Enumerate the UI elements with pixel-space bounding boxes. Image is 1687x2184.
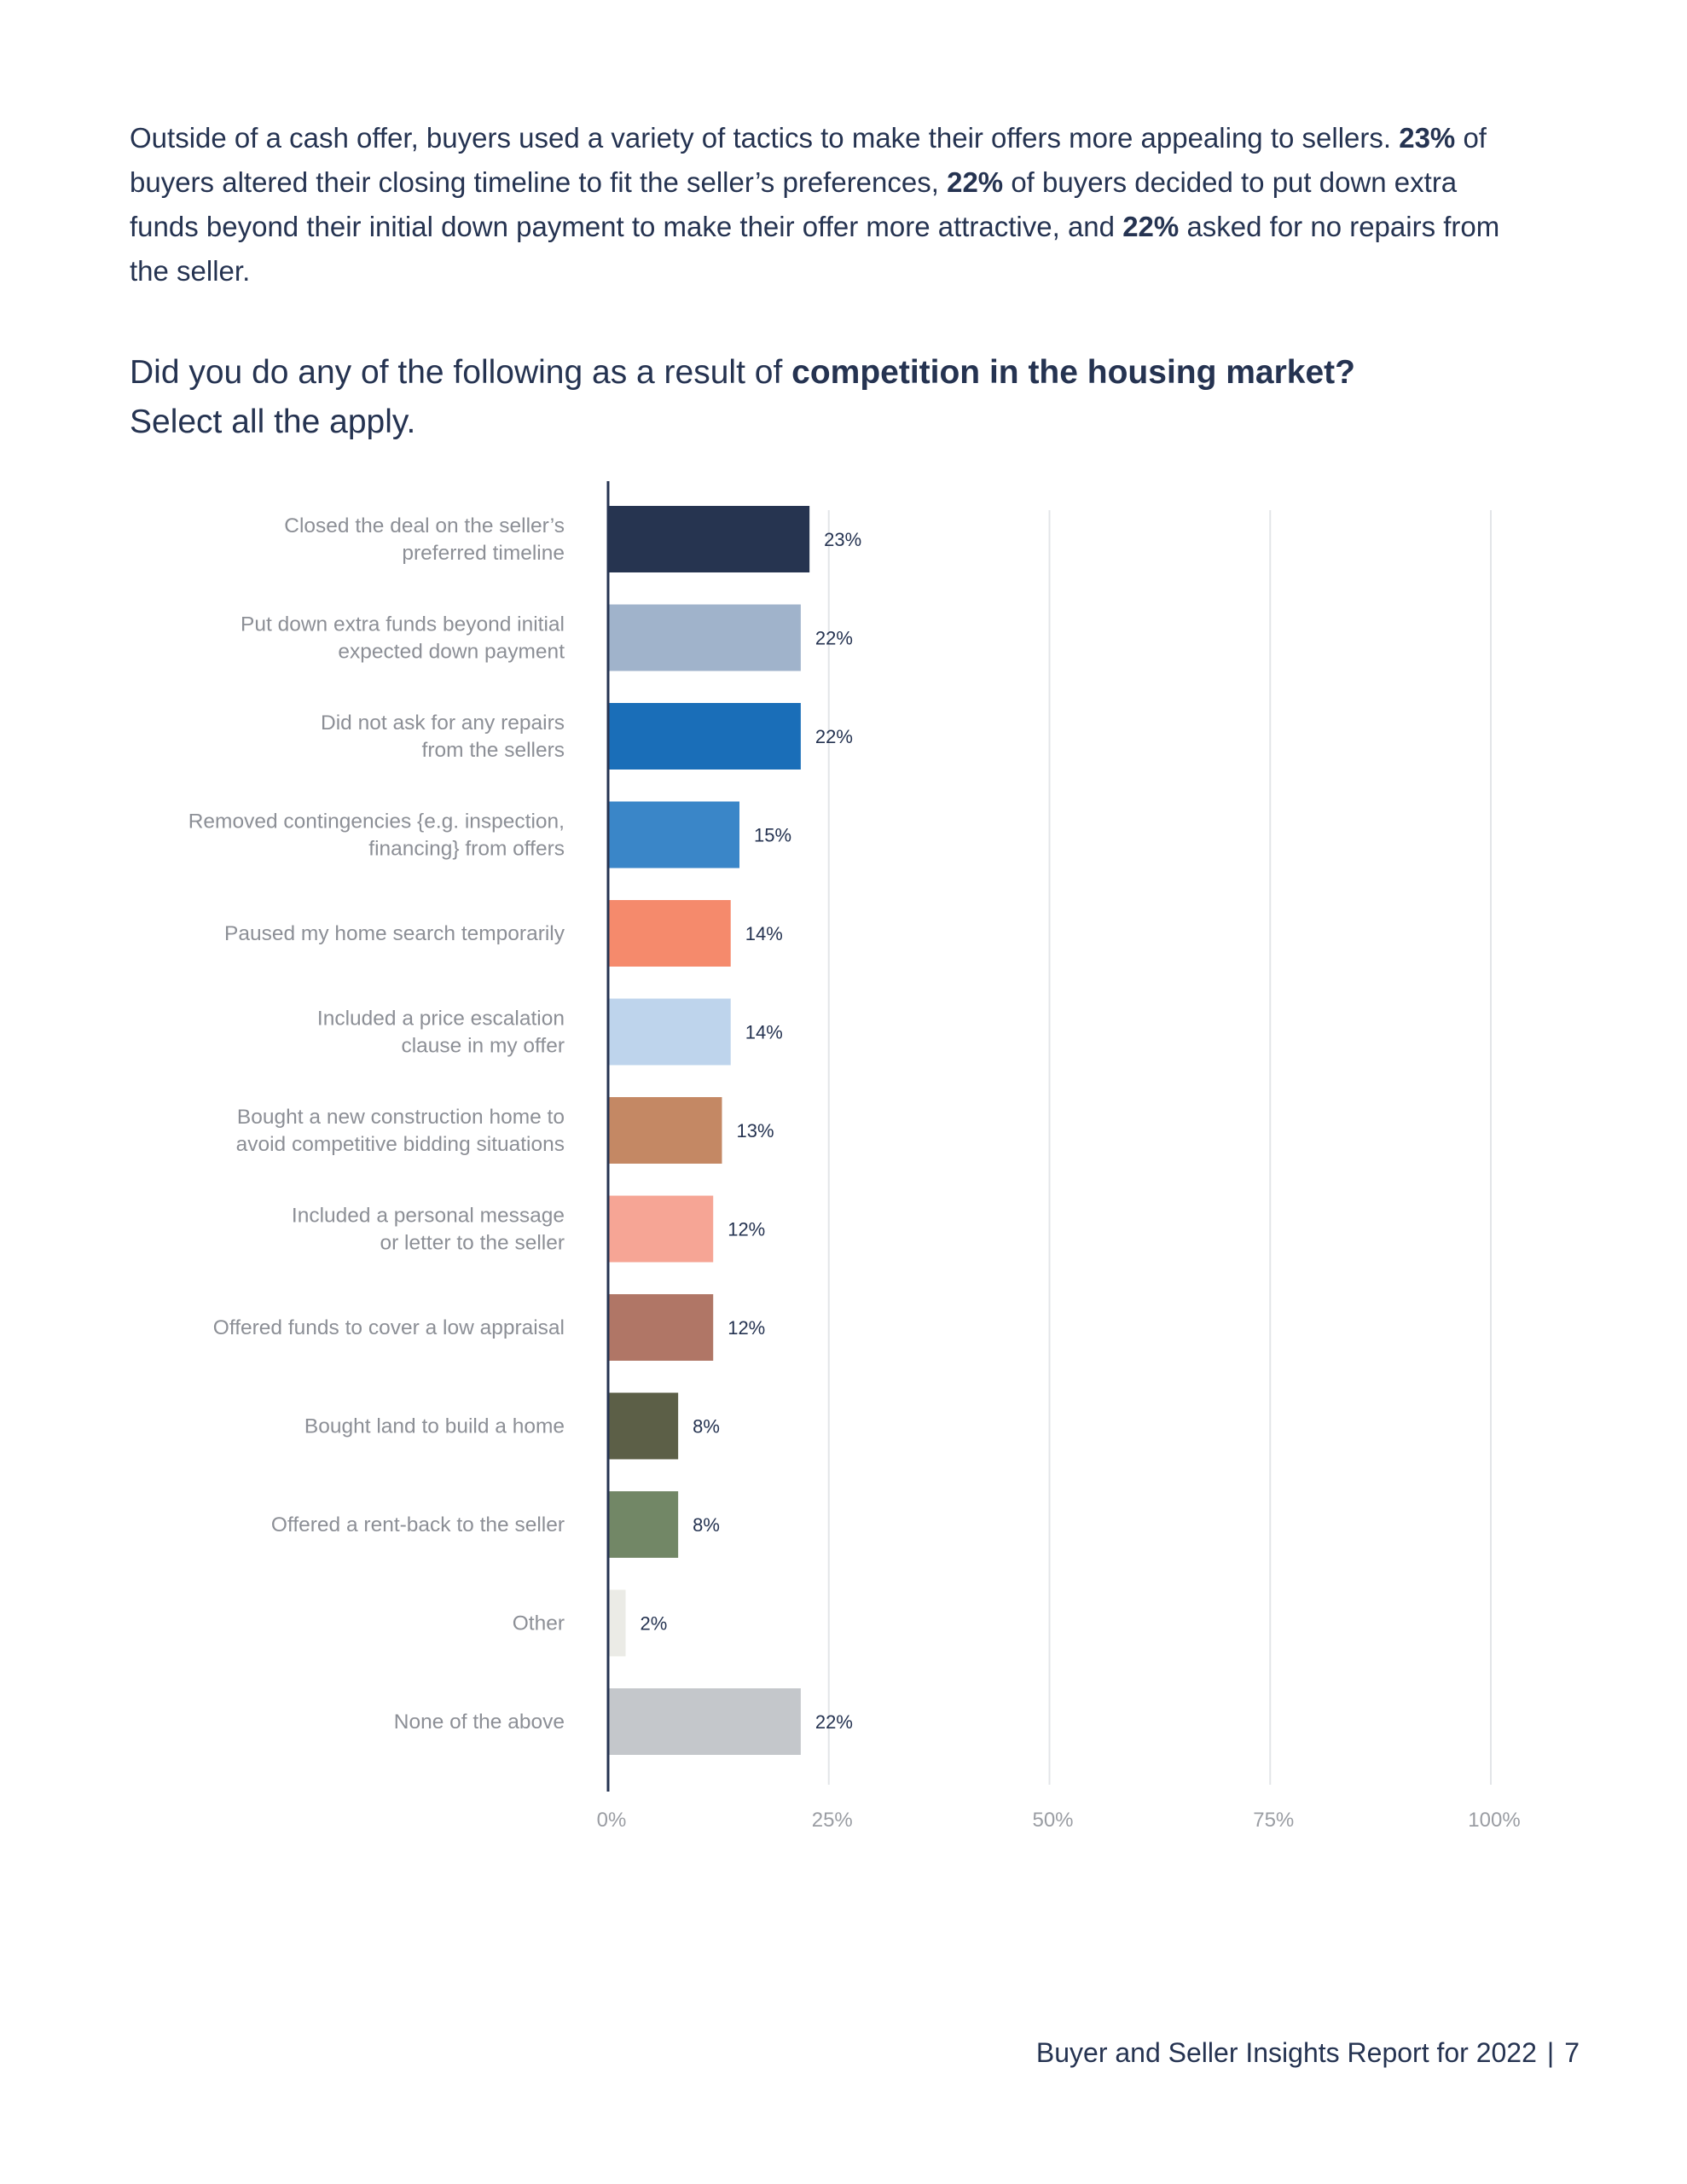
bar-4 — [608, 801, 740, 868]
page-footer: Buyer and Seller Insights Report for 202… — [1036, 2037, 1580, 2069]
category-label-12: Other — [513, 1612, 565, 1635]
value-label-10: 8% — [693, 1416, 720, 1438]
category-label-7: Bought a new construction home to avoid c… — [236, 1106, 565, 1156]
question-prefix: Did you do any of the following as a res… — [130, 354, 783, 391]
category-label-4: Removed contingencies {e.g. inspection, f… — [188, 810, 565, 861]
bar-5 — [608, 900, 731, 967]
value-label-12: 2% — [641, 1613, 668, 1635]
value-label-8: 12% — [728, 1219, 765, 1240]
bar-6 — [608, 998, 731, 1066]
intro-stat-1: 23% — [1399, 122, 1456, 154]
tick-label-0pct: 0% — [597, 1809, 627, 1832]
question-line-1: Did you do any of the following as a res… — [130, 348, 1580, 398]
bar-1 — [608, 506, 810, 572]
value-label-5: 14% — [745, 923, 783, 944]
bar-8 — [608, 1195, 714, 1263]
intro-stat-3: 22% — [1122, 211, 1180, 242]
footer-report-title: Buyer and Seller Insights Report for 202… — [1035, 2037, 1537, 2068]
footer-separator: | — [1546, 2037, 1555, 2068]
category-label-1: Closed the deal on the seller’s preferred… — [284, 514, 565, 565]
category-label-11: Offered a rent-back to the seller — [271, 1513, 565, 1536]
value-label-11: 8% — [693, 1514, 720, 1536]
tick-label-75pct: 75% — [1253, 1809, 1294, 1832]
tick-label-100pct: 100% — [1468, 1809, 1520, 1832]
tick-label-25pct: 25% — [812, 1809, 853, 1832]
category-label-10: Bought land to build a home — [304, 1415, 565, 1438]
intro-text-1: Outside of a cash offer, buyers used a v… — [130, 122, 1392, 154]
category-label-3: Did not ask for any repairs from the sell… — [321, 712, 565, 762]
category-label-13: None of the above — [394, 1711, 565, 1734]
bar-12 — [608, 1589, 626, 1657]
bar-11 — [608, 1491, 679, 1558]
bar-10 — [608, 1392, 679, 1460]
bar-chart: 23% Closed the deal on the seller’s prefer… — [188, 481, 1521, 1832]
value-label-6: 14% — [745, 1022, 783, 1043]
value-label-1: 23% — [824, 529, 861, 550]
intro-paragraph: Outside of a cash offer, buyers used a v… — [130, 116, 1528, 293]
category-label-6: Included a price escalation clause in my … — [317, 1008, 565, 1058]
intro-text-4: asked for no repairs from the seller. — [130, 211, 1500, 287]
value-label-13: 22% — [815, 1711, 853, 1733]
category-label-8: Included a personal message or letter to … — [292, 1205, 565, 1255]
category-label-5: Paused my home search temporarily — [224, 922, 565, 945]
bar-13 — [608, 1688, 801, 1755]
value-label-9: 12% — [728, 1317, 765, 1339]
bar-9 — [608, 1294, 714, 1361]
bar-3 — [608, 703, 801, 770]
category-label-9: Offered funds to cover a low appraisal — [213, 1316, 565, 1339]
question-bold: competition in the housing market? — [791, 354, 1355, 391]
intro-text-2: of buyers altered their closing timeline… — [130, 122, 1487, 198]
value-label-4: 15% — [754, 825, 791, 846]
question-line-2: Select all the apply. — [130, 404, 416, 440]
chart-question: Did you do any of the following as a res… — [130, 348, 1580, 447]
bar-7 — [608, 1097, 722, 1164]
intro-stat-2: 22% — [947, 166, 1004, 198]
intro-text-3: of buyers decided to put down extra fund… — [130, 166, 1458, 242]
value-label-2: 22% — [815, 628, 853, 649]
bar-2 — [608, 604, 801, 671]
tick-label-50pct: 50% — [1032, 1809, 1073, 1832]
value-label-3: 22% — [815, 726, 853, 747]
footer-page-number: 7 — [1564, 2037, 1580, 2068]
category-label-2: Put down extra funds beyond initial expec… — [241, 613, 565, 664]
value-label-7: 13% — [736, 1120, 774, 1141]
